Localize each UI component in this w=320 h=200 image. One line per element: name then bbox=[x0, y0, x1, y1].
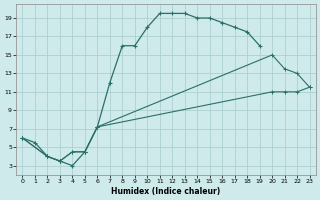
X-axis label: Humidex (Indice chaleur): Humidex (Indice chaleur) bbox=[111, 187, 221, 196]
